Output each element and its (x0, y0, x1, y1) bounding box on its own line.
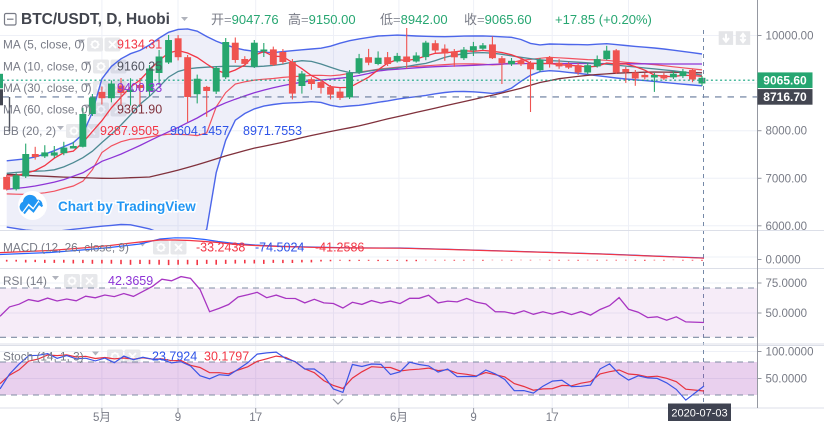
svg-text:8716.70: 8716.70 (763, 90, 807, 104)
svg-text:MA (60, close, 0): MA (60, close, 0) (3, 103, 92, 117)
svg-text:9065.60: 9065.60 (763, 73, 807, 87)
svg-text:Chart by TradingView: Chart by TradingView (58, 199, 196, 214)
svg-text:9287.9505: 9287.9505 (100, 124, 159, 138)
svg-text:MA (5, close, 0): MA (5, close, 0) (3, 38, 85, 52)
svg-text:RSI (14): RSI (14) (3, 274, 47, 288)
svg-text:2020-07-03: 2020-07-03 (671, 407, 727, 419)
svg-text:BTC/USDT, D, Huobi: BTC/USDT, D, Huobi (21, 11, 170, 28)
svg-text:9400.33: 9400.33 (117, 81, 162, 95)
svg-text:开=9047.76: 开=9047.76 (211, 12, 279, 27)
svg-text:23.7924: 23.7924 (152, 350, 197, 364)
svg-text:9160.25: 9160.25 (117, 60, 162, 74)
svg-text:17: 17 (546, 412, 559, 424)
svg-text:50.0000: 50.0000 (766, 308, 808, 320)
svg-text:75.0000: 75.0000 (766, 278, 808, 290)
svg-text:42.3659: 42.3659 (108, 274, 153, 288)
svg-text:-41.2586: -41.2586 (315, 241, 364, 255)
svg-text:0.0000: 0.0000 (766, 255, 801, 267)
svg-text:10000.00: 10000.00 (766, 31, 814, 43)
svg-text:MACD (12, 26, close, 9): MACD (12, 26, close, 9) (3, 241, 129, 255)
svg-text:-74.5024: -74.5024 (255, 241, 304, 255)
svg-text:9604.1457: 9604.1457 (170, 124, 229, 138)
svg-text:7000.00: 7000.00 (766, 173, 808, 185)
svg-text:Stoch (14, 1, 3): Stoch (14, 1, 3) (3, 350, 84, 364)
svg-text:8971.7553: 8971.7553 (243, 124, 302, 138)
svg-text:+17.85 (+0.20%): +17.85 (+0.20%) (555, 12, 652, 27)
svg-text:30.1797: 30.1797 (204, 350, 249, 364)
svg-text:9134.31: 9134.31 (117, 38, 162, 52)
svg-text:高=9150.00: 高=9150.00 (288, 12, 356, 27)
svg-text:100.0000: 100.0000 (766, 347, 814, 359)
svg-text:9: 9 (470, 412, 476, 424)
svg-text:9: 9 (175, 412, 181, 424)
svg-text:6月: 6月 (390, 412, 408, 424)
svg-text:低=8942.00: 低=8942.00 (380, 12, 448, 27)
svg-text:MA (30, close, 0): MA (30, close, 0) (3, 81, 92, 95)
svg-text:8000.00: 8000.00 (766, 126, 808, 138)
svg-text:收=9065.60: 收=9065.60 (464, 12, 532, 27)
svg-text:50.0000: 50.0000 (766, 374, 808, 386)
svg-text:17: 17 (249, 412, 262, 424)
svg-text:6000.00: 6000.00 (766, 221, 808, 233)
svg-text:-33.2438: -33.2438 (196, 241, 245, 255)
svg-text:9361.90: 9361.90 (117, 103, 162, 117)
svg-text:BB (20, 2): BB (20, 2) (3, 124, 56, 138)
svg-text:5月: 5月 (93, 412, 111, 424)
svg-text:MA (10, close, 0): MA (10, close, 0) (3, 60, 92, 74)
